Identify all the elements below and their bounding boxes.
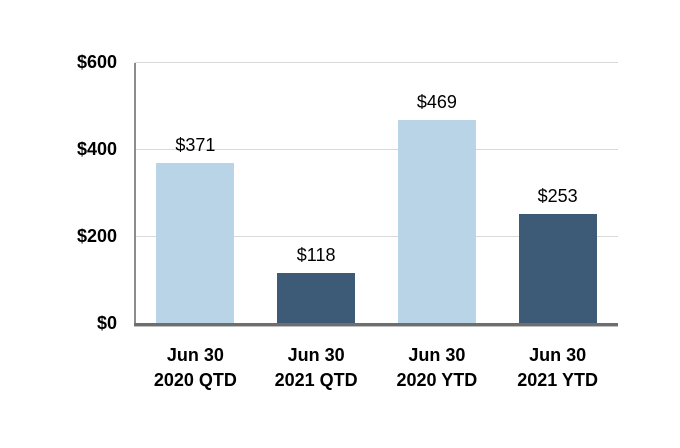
x-category-label: Jun 30 2021 QTD — [274, 345, 358, 390]
gridline — [135, 149, 618, 150]
gridline — [135, 236, 618, 237]
y-axis-line — [134, 63, 136, 324]
x-category-label: Jun 30 2020 QTD — [153, 345, 237, 390]
y-tick-label: $0 — [96, 313, 117, 334]
bar-value-label: $371 — [175, 134, 216, 155]
bar — [156, 162, 235, 324]
bar-value-label: $469 — [416, 92, 457, 112]
gridline — [135, 62, 618, 63]
y-tick-label: $400 — [76, 139, 117, 160]
y-tick-label: $200 — [76, 226, 117, 247]
x-category-label: Jun 30 2020 YTD — [396, 345, 478, 390]
bar-value-label: $253 — [537, 185, 578, 206]
y-tick-label: $600 — [76, 52, 117, 73]
bar — [518, 213, 597, 324]
x-category-label: Jun 30 2021 YTD — [517, 345, 598, 390]
x-axis-line — [134, 323, 618, 326]
bar — [397, 120, 476, 324]
bar — [277, 272, 356, 324]
bar-value-label: $118 — [296, 244, 336, 265]
